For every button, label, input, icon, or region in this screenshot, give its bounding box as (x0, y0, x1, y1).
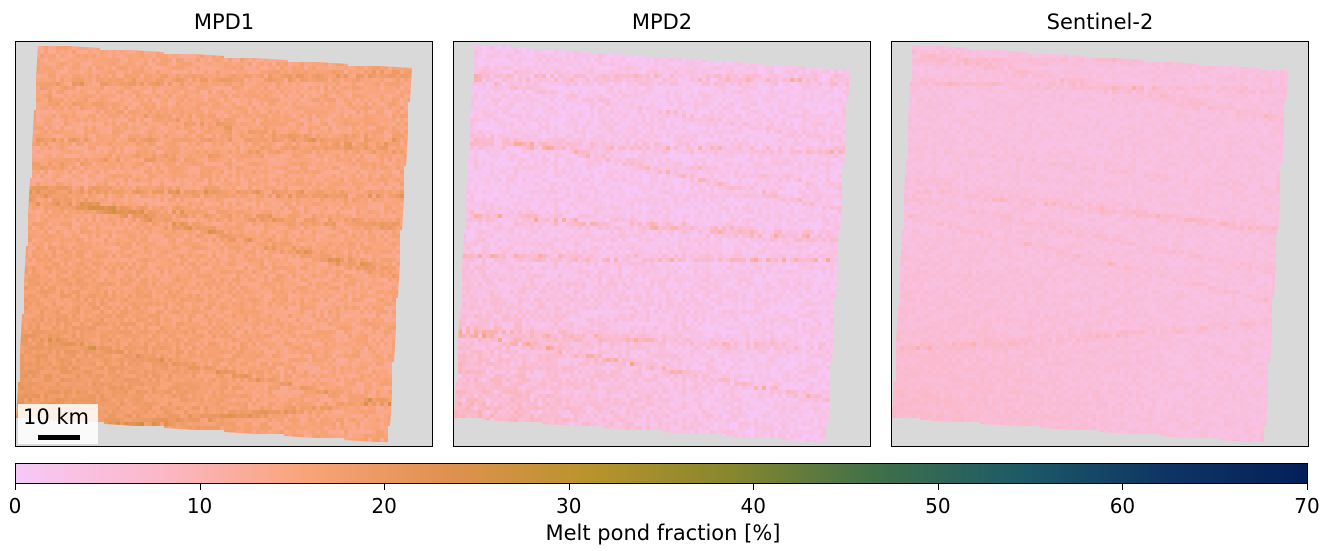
colorbar-tick (753, 484, 755, 490)
pond-fraction-grid (16, 46, 412, 442)
colorbar-tick-label: 20 (364, 494, 404, 518)
map-panel-sentinel2 (891, 41, 1309, 447)
map-panel-mpd2 (453, 41, 871, 447)
colorbar-tick-label: 50 (918, 494, 958, 518)
colorbar-tick-label: 60 (1102, 494, 1142, 518)
panel-title-sentinel2: Sentinel-2 (891, 10, 1309, 34)
colorbar-tick-label: 30 (549, 494, 589, 518)
melt-pond-map-mpd2 (454, 46, 850, 442)
pond-fraction-grid (892, 46, 1288, 442)
colorbar-tick (568, 484, 570, 490)
colorbar-tick (1307, 484, 1308, 490)
panel-title-mpd2: MPD2 (453, 10, 871, 34)
colorbar-tick (1122, 484, 1124, 490)
colorbar-tick-label: 70 (1287, 494, 1326, 518)
pond-fraction-grid (454, 46, 850, 442)
map-panel-mpd1: 10 km (15, 41, 433, 447)
colorbar-tick (937, 484, 939, 490)
colorbar-tick-label: 10 (180, 494, 220, 518)
melt-pond-map-sentinel2 (892, 46, 1288, 442)
colorbar-tick (384, 484, 386, 490)
colorbar-tick (15, 484, 16, 490)
scale-bar-label: 10 km (23, 405, 89, 429)
colorbar-tick-label: 40 (733, 494, 773, 518)
scale-bar: 10 km (18, 404, 98, 444)
colorbar-tick (199, 484, 201, 490)
colorbar-tick-label: 0 (0, 494, 35, 518)
panel-title-mpd1: MPD1 (15, 10, 433, 34)
colorbar (15, 463, 1308, 484)
scale-bar-line (38, 435, 80, 440)
colorbar-label: Melt pond fraction [%] (0, 521, 1326, 545)
melt-pond-map-mpd1 (16, 46, 412, 442)
